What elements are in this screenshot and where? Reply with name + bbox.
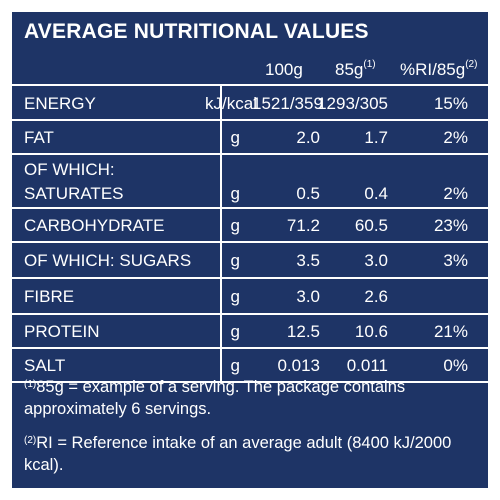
row-value-85g: 1.7 <box>364 128 388 147</box>
row-value-100g: 71.2 <box>286 216 320 235</box>
row-unit: g <box>230 287 240 306</box>
row-value-ri: 21% <box>433 322 468 341</box>
row-value-ri: 3% <box>443 251 468 270</box>
row-unit: g <box>230 128 240 147</box>
header-85g: 85g(1) <box>335 59 376 80</box>
row-value-ri: 2% <box>443 128 468 147</box>
row-label: FAT <box>24 128 54 147</box>
row-value-85g: 10.6 <box>354 322 388 341</box>
footnote-2-text: RI = Reference intake of an average adul… <box>24 434 452 474</box>
row-unit: kJ/kcal <box>205 93 257 113</box>
row-divider <box>12 347 488 349</box>
table-title: AVERAGE NUTRITIONAL VALUES <box>24 20 369 43</box>
header-85g-sup: (1) <box>363 59 376 70</box>
row-label: FIBRE <box>24 287 75 306</box>
footnote-2: (2)RI = Reference intake of an average a… <box>24 432 480 476</box>
footnote-1-text: 85g = example of a serving. The package … <box>24 378 406 418</box>
row-label: CARBOHYDRATE <box>24 216 165 235</box>
row-value-100g: 12.5 <box>286 322 320 341</box>
row-divider <box>12 241 488 243</box>
row-divider <box>12 277 488 279</box>
row-value-85g: 1293/305 <box>317 93 388 113</box>
header-85g-label: 85g <box>335 60 364 79</box>
footnote-1-sup: (1) <box>24 379 37 390</box>
row-value-85g: 60.5 <box>354 216 388 235</box>
column-divider <box>220 85 222 382</box>
row-value-100g: 0.013 <box>277 356 320 375</box>
nutrition-panel: AVERAGE NUTRITIONAL VALUES 100g 85g(1) %… <box>12 12 488 488</box>
row-unit: g <box>230 251 240 270</box>
footnote-2-sup: (2) <box>24 435 37 446</box>
row-unit: g <box>230 184 240 203</box>
row-value-ri: 0% <box>443 356 468 375</box>
header-ri: %RI/85g(2) <box>400 59 478 80</box>
row-value-85g: 0.4 <box>364 184 388 203</box>
row-value-85g: 3.0 <box>364 251 388 270</box>
row-divider <box>12 207 488 209</box>
header-100g: 100g <box>265 60 303 79</box>
row-label-line2: SATURATES <box>24 184 124 203</box>
row-unit: g <box>230 356 240 375</box>
row-divider <box>12 313 488 315</box>
row-label: OF WHICH: SUGARS <box>24 251 192 270</box>
row-value-100g: 3.0 <box>296 287 320 306</box>
row-value-ri: 15% <box>433 93 468 113</box>
row-label: ENERGY <box>24 93 96 113</box>
row-value-85g: 2.6 <box>364 287 388 306</box>
row-value-ri: 23% <box>433 216 468 235</box>
row-value-100g: 2.0 <box>296 128 320 147</box>
header-ri-label: %RI/85g <box>400 60 466 79</box>
row-divider <box>12 119 488 121</box>
row-unit: g <box>230 322 240 341</box>
row-value-100g: 0.5 <box>296 184 320 203</box>
row-divider <box>12 153 488 155</box>
row-value-100g: 3.5 <box>296 251 320 270</box>
row-label: OF WHICH: <box>24 160 115 179</box>
row-unit: g <box>230 216 240 235</box>
row-value-100g: 1521/359 <box>252 93 323 113</box>
row-value-ri: 2% <box>443 184 468 203</box>
row-label: PROTEIN <box>24 322 100 341</box>
row-value-85g: 0.011 <box>346 356 388 375</box>
row-label: SALT <box>24 356 66 375</box>
header-ri-sup: (2) <box>465 59 478 70</box>
row-divider <box>12 84 488 86</box>
row-divider <box>12 381 488 383</box>
